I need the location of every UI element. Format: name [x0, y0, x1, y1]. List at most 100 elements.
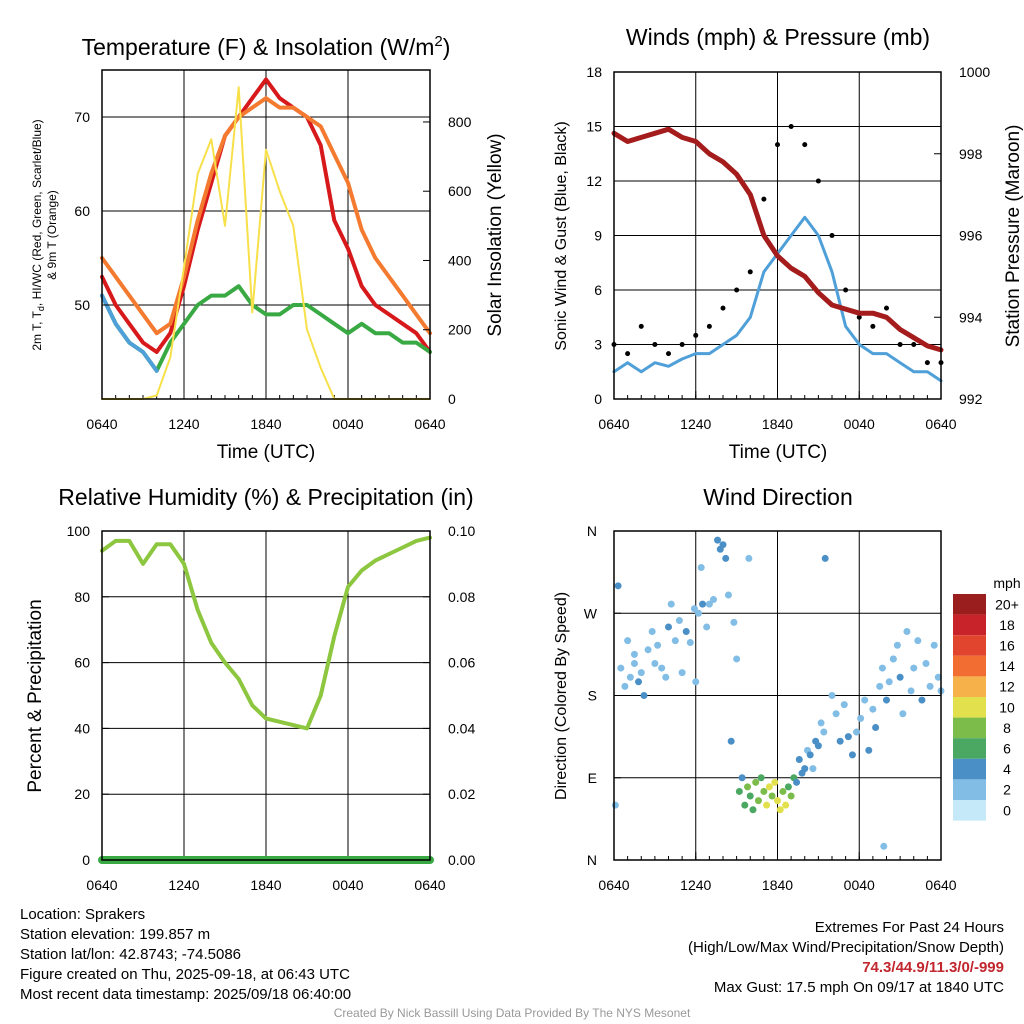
y-tick-label: 1000	[959, 64, 990, 80]
x-tick-label: 0640	[414, 877, 445, 893]
max-gust: Max Gust: 17.5 mph On 09/17 at 1840 UTC	[713, 979, 1004, 996]
x-axis-label: Time (UTC)	[729, 442, 828, 463]
wind-direction-point	[878, 664, 886, 672]
wind-direction-point	[692, 678, 700, 686]
wind-direction-point	[621, 682, 629, 690]
wind-direction-point	[763, 801, 771, 809]
wind-direction-point	[749, 806, 757, 814]
y-axis-label-left-sub: d	[36, 306, 46, 311]
y-tick-label: 0.00	[448, 852, 475, 868]
x-tick-label: 0640	[925, 416, 956, 432]
wind-direction-point	[914, 637, 922, 645]
y-tick-label: 50	[74, 297, 90, 313]
y-tick-label: 9	[594, 228, 602, 244]
y-tick-label: 100	[67, 523, 91, 539]
x-tick-label: 0040	[844, 416, 875, 432]
wind-direction-point	[784, 783, 792, 791]
station-elevation: Station elevation: 199.857 m	[20, 926, 211, 943]
colorbar-label: 2	[1003, 782, 1011, 798]
wind-gust-point	[747, 269, 753, 275]
station-location: Location: Sprakers	[20, 906, 146, 923]
series-line-1	[100, 96, 432, 336]
wind-gust-point	[829, 233, 835, 238]
y-axis-label-left-line2: & 9m T (Orange)	[45, 190, 59, 280]
wind-direction-point	[910, 664, 918, 672]
wind-direction-point	[640, 692, 648, 699]
colorbar-label: 18	[999, 617, 1015, 633]
wind-direction-point	[930, 641, 938, 649]
x-tick-label: 0040	[844, 877, 875, 893]
y-tick-label: 996	[959, 228, 983, 244]
y-tick-label: 15	[586, 119, 602, 135]
wind-direction-point	[832, 710, 840, 718]
x-tick-label: 0640	[86, 416, 117, 432]
y-tick-label: N	[587, 852, 597, 868]
colorbar-label: 16	[999, 638, 1015, 654]
wind-direction-point	[840, 701, 848, 709]
x-tick-label: 1840	[762, 877, 793, 893]
y-tick-label: 0.02	[448, 786, 475, 802]
colorbar-title: mph	[993, 575, 1020, 591]
wind-direction-point	[694, 609, 702, 617]
colorbar-swatch	[953, 779, 986, 800]
y-tick-label: 40	[74, 720, 90, 736]
wind-direction-point	[765, 783, 773, 791]
wind-direction-point	[611, 801, 619, 809]
y-tick-label: S	[588, 688, 597, 704]
y-tick-label: 18	[586, 64, 602, 80]
y-axis-label-left-part: 2m T, T	[30, 310, 44, 350]
wind-gust-point	[693, 332, 699, 338]
x-axis-label: Time (UTC)	[217, 442, 316, 463]
wind-direction-point	[703, 623, 711, 631]
wind-direction-point	[926, 682, 934, 690]
humidity-chart: Relative Humidity (%) & Precipitation (i…	[25, 484, 475, 893]
wind-direction-point	[714, 536, 722, 544]
series-line-0	[100, 77, 432, 354]
wind-direction-point	[662, 673, 670, 681]
wind-direction-point	[885, 678, 893, 686]
colorbar-label: 10	[999, 699, 1015, 715]
y-tick-label: 3	[594, 337, 602, 353]
chart-title: Wind Direction	[703, 484, 853, 510]
wind-direction-point	[675, 617, 683, 625]
wind-direction-point	[624, 637, 632, 645]
chart-title-main: Temperature (F) & Insolation (W/m	[82, 34, 435, 60]
x-tick-label: 1840	[762, 416, 793, 432]
wind-gust-point	[679, 342, 685, 347]
colorbar-label: 4	[1003, 761, 1011, 777]
wind-direction-point	[869, 705, 877, 713]
station-latlon: Station lat/lon: 42.8743; -74.5086	[20, 946, 242, 963]
wind-gust-point	[720, 305, 726, 311]
wind-direction-point	[651, 660, 659, 668]
wind-direction-point	[730, 618, 738, 626]
wind-direction-point	[682, 628, 690, 636]
wind-direction-point	[893, 641, 901, 649]
wind-direction-point	[907, 687, 915, 695]
wind-direction-point	[771, 778, 779, 786]
colorbar-swatch	[953, 655, 986, 677]
wind-gust-point	[897, 342, 903, 347]
plot-border	[101, 69, 431, 400]
wind-direction-point	[779, 787, 787, 795]
y-tick-label: 0.10	[448, 523, 475, 539]
x-tick-label: 1240	[680, 416, 711, 432]
wind-direction-point	[844, 733, 852, 741]
wind-direction-point	[757, 774, 765, 782]
extremes-subtitle: (High/Low/Max Wind/Precipitation/Snow De…	[688, 939, 1004, 956]
wind-direction-point	[899, 710, 907, 718]
wind-gust-point	[815, 178, 821, 184]
x-tick-label: 0640	[598, 416, 629, 432]
winds-chart: Winds (mph) & Pressure (mb) 0 3 6 9 12 15 18 992…	[553, 24, 1024, 463]
wind-direction-point	[665, 623, 672, 631]
wind-direction-point	[848, 751, 856, 759]
colorbar-swatch	[953, 697, 986, 718]
wind-direction-point	[697, 564, 705, 572]
colorbar-swatch	[953, 635, 986, 656]
chart-title: Relative Humidity (%) & Precipitation (i…	[58, 484, 473, 510]
wind-direction-point	[776, 806, 784, 814]
wind-gust-point	[884, 305, 889, 311]
y-tick-label: 0	[594, 391, 602, 407]
colorbar-swatch	[953, 738, 986, 759]
wind-direction-point	[828, 692, 836, 699]
